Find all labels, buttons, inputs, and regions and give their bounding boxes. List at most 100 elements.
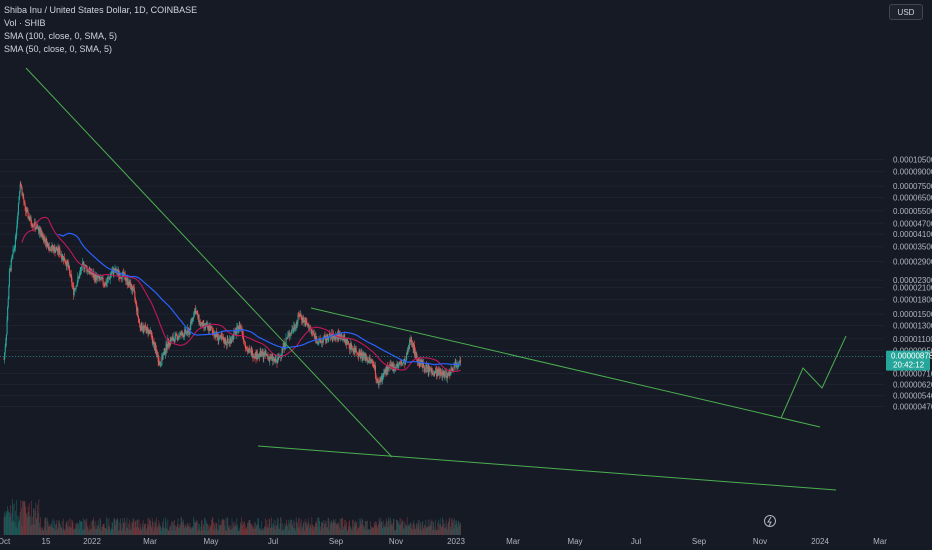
time-axis[interactable]: Oct 15 2022 Mar May Jul Sep Nov 2023 Mar May Jul Sep… — [0, 537, 887, 546]
candle-body — [333, 336, 335, 338]
candle-body — [434, 373, 436, 374]
candle-body — [246, 350, 248, 351]
volume-bar — [232, 522, 234, 535]
price-tick-label: 0.00004700 — [893, 219, 932, 228]
candle-body — [316, 340, 318, 344]
candle-body — [124, 272, 126, 274]
volume-bar — [271, 523, 273, 535]
volume-bar — [285, 523, 287, 535]
candle-body — [116, 272, 118, 274]
volume-bar — [70, 526, 71, 535]
volume-bar — [238, 527, 240, 535]
candle-body — [397, 364, 399, 367]
candle-body — [365, 357, 367, 359]
candle-body — [136, 308, 138, 312]
volume-bar — [233, 524, 235, 535]
candle-body — [406, 353, 408, 354]
volume-bar — [189, 522, 191, 535]
volume-indicator-label[interactable]: Vol · SHIB — [4, 18, 46, 28]
candle-body — [458, 362, 460, 364]
volume-bar — [132, 523, 133, 535]
volume-bar — [226, 517, 228, 535]
volume-bar — [367, 528, 369, 535]
volume-bar — [250, 523, 251, 535]
candle-body — [418, 358, 420, 365]
candle-body — [50, 250, 52, 252]
volume-bar — [439, 518, 441, 535]
volume-bar — [400, 524, 401, 535]
candle-body — [436, 370, 438, 376]
candle-body — [447, 372, 449, 374]
volume-bar — [217, 530, 219, 535]
volume-bar — [341, 518, 343, 535]
candle-body — [35, 228, 37, 230]
volume-bar — [58, 521, 59, 535]
volume-bar — [5, 510, 7, 535]
candle-body — [92, 272, 94, 275]
candle-body — [259, 351, 261, 357]
candle-body — [336, 336, 338, 339]
volume-bar — [159, 522, 160, 535]
volume-bar — [397, 520, 398, 535]
candle-body — [340, 338, 342, 339]
volume-bar — [218, 518, 220, 535]
candle-body — [397, 363, 399, 367]
volume-bar — [148, 518, 150, 535]
candle-body — [216, 335, 218, 338]
candle-body — [194, 308, 196, 315]
volume-bar — [67, 526, 68, 535]
candle-body — [391, 364, 393, 368]
candle-body — [103, 283, 105, 285]
candle-body — [396, 363, 398, 368]
volume-bar — [394, 530, 395, 535]
candle-body — [459, 360, 461, 363]
volume-bar — [75, 528, 77, 535]
volume-bar — [313, 529, 314, 535]
candle-body — [45, 238, 47, 244]
candle-body — [170, 338, 172, 344]
symbol-title[interactable]: Shiba Inu / United States Dollar, 1D, CO… — [4, 5, 198, 15]
candle-body — [79, 271, 81, 274]
candle-body — [212, 331, 214, 335]
volume-bar — [193, 522, 195, 535]
volume-bar — [430, 522, 432, 535]
candle-body — [163, 348, 165, 353]
candle-body — [223, 337, 225, 342]
volume-bar — [61, 520, 63, 535]
sma50-indicator-label[interactable]: SMA (50, close, 0, SMA, 5) — [4, 44, 113, 54]
volume-bar — [336, 523, 338, 535]
volume-bar — [418, 523, 419, 535]
candle-body — [82, 262, 84, 263]
volume-bar — [239, 530, 241, 535]
candle-body — [412, 346, 414, 350]
candle-body — [433, 373, 435, 375]
price-axis[interactable]: 0.000105000.000090000.000075000.00006500… — [893, 155, 932, 411]
candle-body — [93, 274, 95, 278]
volume-bar — [195, 522, 196, 535]
candle-body — [4, 347, 6, 353]
volume-bar — [166, 529, 168, 535]
volume-bar — [25, 512, 27, 535]
candle-body — [416, 353, 418, 361]
volume-bar — [369, 530, 370, 535]
volume-bar — [282, 523, 283, 535]
volume-bar — [19, 511, 21, 535]
candle-body — [330, 336, 332, 338]
sma100-indicator-label[interactable]: SMA (100, close, 0, SMA, 5) — [4, 31, 118, 41]
volume-bar — [34, 524, 35, 535]
candle-body — [437, 370, 439, 376]
candle-body — [401, 362, 403, 366]
volume-bar — [321, 521, 322, 535]
volume-bar — [87, 526, 88, 535]
volume-bar — [311, 517, 313, 535]
candle-body — [311, 331, 313, 333]
candle-body — [164, 351, 166, 355]
volume-bar — [417, 519, 419, 535]
candle-body — [70, 274, 72, 278]
volume-bar — [103, 523, 105, 535]
volume-bar — [401, 523, 403, 535]
currency-button[interactable]: USD — [889, 4, 923, 20]
candle-body — [89, 268, 91, 271]
candle-body — [197, 312, 199, 318]
